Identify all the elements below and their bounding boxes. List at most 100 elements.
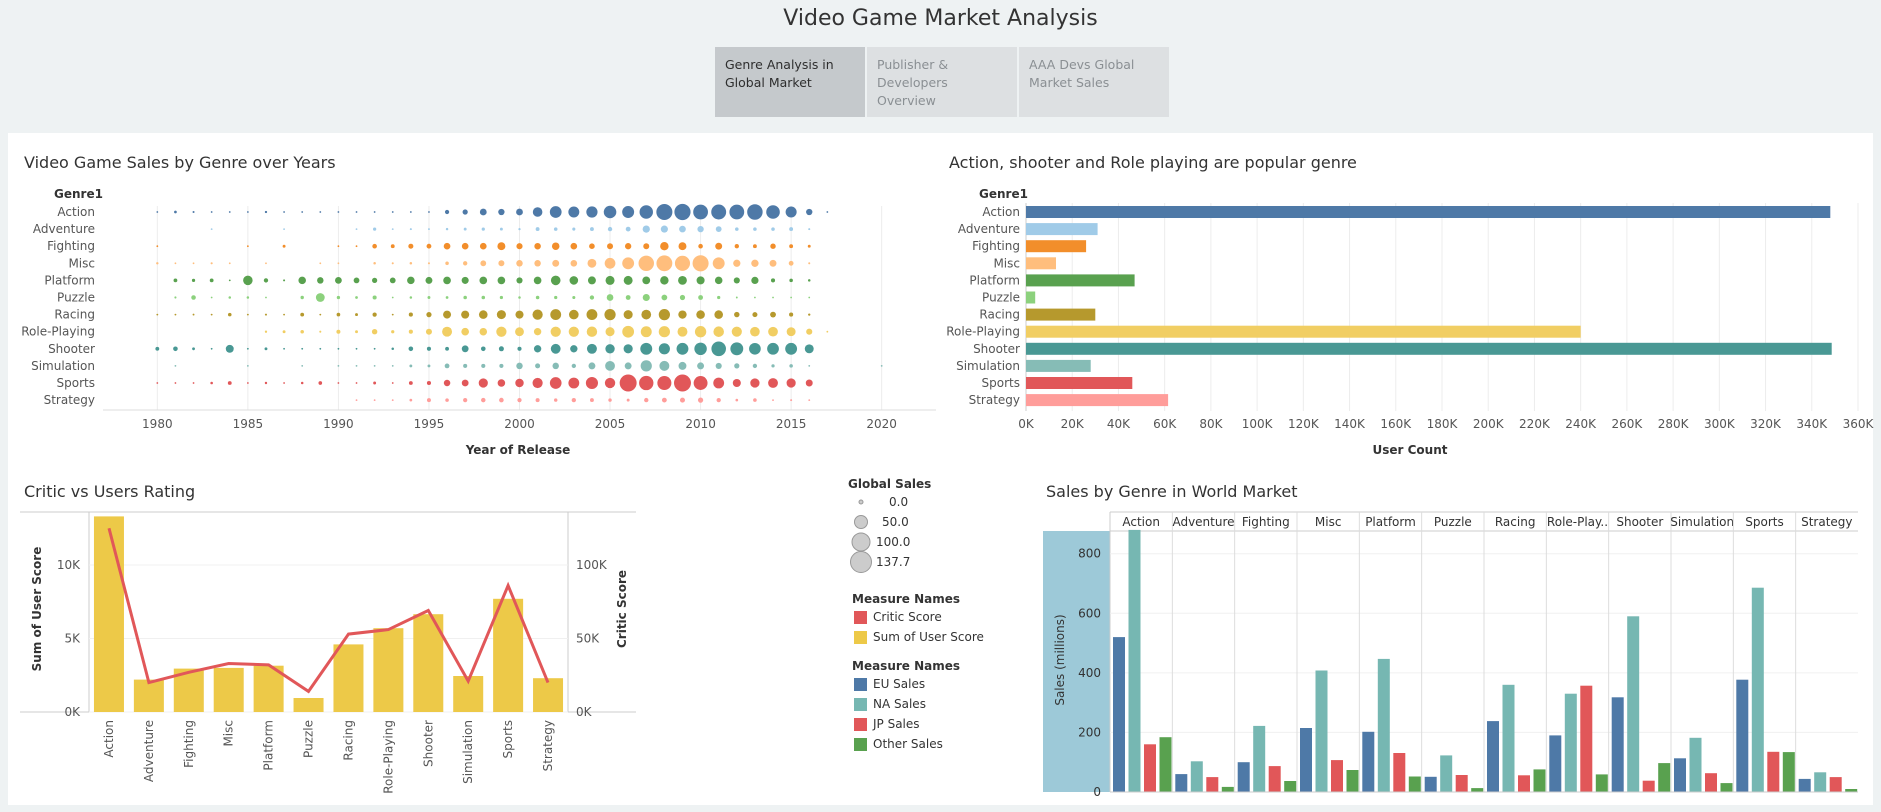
category-label: Fighting <box>182 720 196 768</box>
bubble-point <box>624 362 632 370</box>
genre-header: Sports <box>1745 515 1783 529</box>
bubble-point <box>355 313 358 317</box>
bubble-point <box>607 226 613 232</box>
sales-bar <box>1487 721 1499 792</box>
bubble-point <box>442 326 453 337</box>
bubble-point <box>716 397 721 403</box>
bubble-point <box>590 227 594 232</box>
sales-bar <box>1720 783 1733 792</box>
tab-genre-analysis[interactable]: Genre Analysis in Global Market <box>715 47 865 117</box>
bubble-point <box>550 343 561 354</box>
bubble-point <box>499 363 504 368</box>
bubble-point <box>264 347 268 351</box>
x-tick-label: 1990 <box>323 417 354 431</box>
bubble-point <box>498 260 505 267</box>
size-legend-item: 137.7 <box>876 555 911 569</box>
bubble-point <box>754 296 756 299</box>
size-legend-item: 0.0 <box>889 495 909 509</box>
bubble-point <box>717 295 721 300</box>
bubble-point <box>408 381 413 385</box>
genre-label: Shooter <box>48 342 95 356</box>
bubble-point <box>391 330 395 334</box>
bubble-point <box>355 211 358 213</box>
bubble-point <box>768 378 778 388</box>
sales-bar <box>1268 766 1281 792</box>
user-score-bar <box>493 598 524 712</box>
bubble-point <box>639 375 654 391</box>
genre-label: Platform <box>969 273 1020 287</box>
size-legend-item: 50.0 <box>882 515 909 529</box>
bubble-point <box>658 308 670 321</box>
y-tick-label: 0 <box>1093 785 1101 799</box>
bubble-point <box>499 397 504 403</box>
bubble-point <box>770 278 776 283</box>
bubble-point <box>407 276 415 285</box>
sales-bar <box>1533 769 1546 792</box>
bubble-point <box>173 346 178 352</box>
sales-bar <box>1549 735 1562 792</box>
bubble-point <box>747 204 763 220</box>
sales-bar <box>1424 776 1437 792</box>
bubble-point <box>336 295 341 300</box>
bubble-point <box>243 275 253 286</box>
bubble-point <box>771 227 775 231</box>
bubble-point <box>426 243 432 249</box>
bubble-point <box>461 327 470 336</box>
bubble-point <box>192 262 195 265</box>
bubble-point <box>679 294 686 301</box>
user-count-bar <box>1026 342 1832 355</box>
bubble-point <box>807 279 811 282</box>
eu-sales-legend-label: EU Sales <box>873 677 926 691</box>
bubble-point <box>479 327 488 336</box>
user-score-legend-label: Sum of User Score <box>873 630 984 644</box>
bubble-point <box>337 211 340 213</box>
bubble-point <box>391 211 394 213</box>
bubble-point <box>408 346 414 352</box>
bubble-point <box>626 398 630 402</box>
y2-tick-label: 50K <box>576 631 600 645</box>
sales-bar <box>1190 761 1203 792</box>
bubble-point <box>227 381 232 385</box>
bubble-point <box>301 347 304 350</box>
bubble-point <box>806 328 813 335</box>
bubble-point <box>428 211 430 213</box>
bubble-point <box>570 345 578 353</box>
sales-bar <box>1175 774 1188 792</box>
bubble-point <box>805 379 813 387</box>
bubble-point <box>789 312 794 317</box>
bubble-point <box>391 365 394 367</box>
bubble-point <box>373 381 377 385</box>
tab-aaa-devs[interactable]: AAA Devs Global Market Sales <box>1019 47 1169 117</box>
bubble-point <box>516 362 523 370</box>
bubble-point <box>318 381 323 385</box>
bubble-point <box>315 293 325 302</box>
sales-bar <box>1300 728 1312 792</box>
bubble-point <box>355 347 358 350</box>
sales-bar <box>1705 773 1717 792</box>
bubble-point <box>549 206 562 218</box>
bubble-point <box>770 311 776 318</box>
bubble-point <box>156 211 159 213</box>
sales-bar <box>1284 781 1297 792</box>
bubble-point <box>174 313 177 316</box>
bubble-point <box>622 257 635 270</box>
sales-bar <box>1595 774 1608 792</box>
bubble-point <box>444 209 450 215</box>
bubble-point <box>572 295 576 300</box>
genre-label: Sports <box>57 376 95 390</box>
bubble-point <box>463 397 468 403</box>
bubble-point <box>443 276 451 285</box>
user-count-bar <box>1026 274 1135 287</box>
bubble-point <box>174 210 177 214</box>
bubble-point <box>300 329 304 334</box>
tab-publisher-developers[interactable]: Publisher & Developers Overview <box>867 47 1017 117</box>
bubble-point <box>390 244 395 249</box>
bubble-point <box>336 329 341 334</box>
bubble-point <box>714 276 723 285</box>
x-tick-label: 0K <box>1018 417 1035 431</box>
bubble-point <box>642 276 651 285</box>
bubble-point <box>409 228 412 231</box>
na-sales-legend-label: NA Sales <box>873 697 926 711</box>
user-score-bar <box>533 678 564 712</box>
